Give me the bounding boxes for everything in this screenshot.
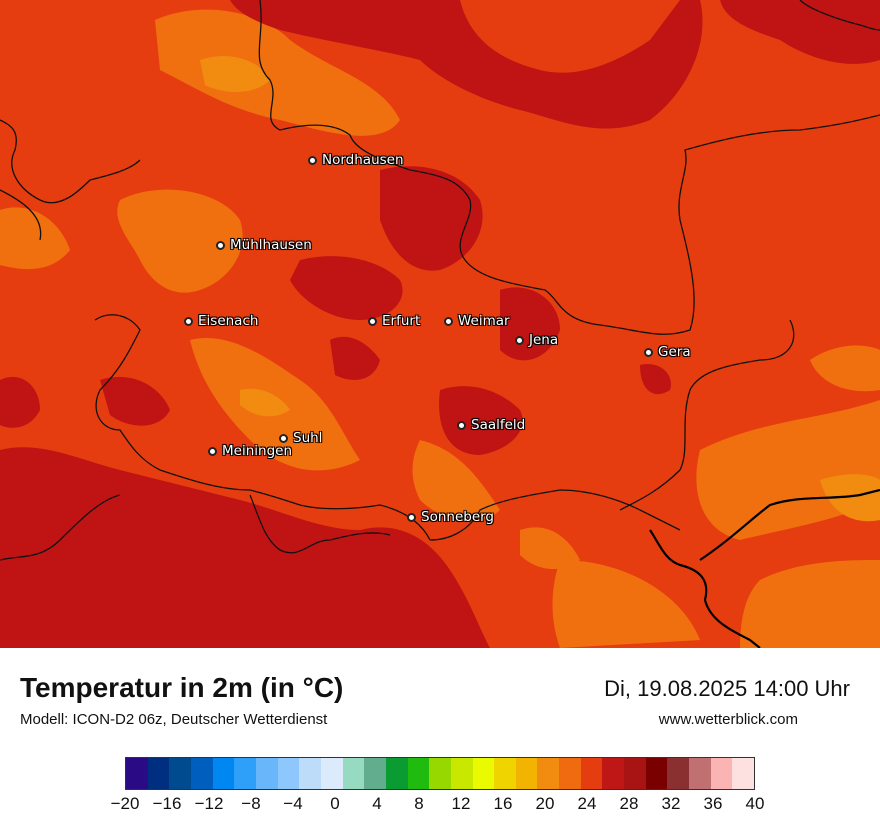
city-label: Weimar [458, 313, 510, 329]
legend-tick-label: 12 [451, 794, 471, 813]
legend-swatch [667, 758, 690, 789]
legend-swatch [277, 758, 300, 789]
legend-swatch [559, 758, 581, 789]
legend-swatch [320, 758, 343, 789]
legend-swatch [624, 758, 646, 789]
temperature-field [0, 0, 880, 648]
legend-tick-label: −16 [152, 794, 182, 813]
legend-tick-label: 24 [577, 794, 597, 813]
city-label: Saalfeld [471, 417, 526, 433]
city-label: Jena [529, 332, 559, 348]
legend-swatch [255, 758, 278, 789]
legend-swatch [450, 758, 473, 789]
legend-tick-label: −4 [283, 794, 303, 813]
city-label: Suhl [293, 430, 323, 446]
city-marker-icon [279, 433, 288, 443]
city-marker-icon [515, 335, 524, 345]
city-label: Gera [658, 344, 691, 360]
legend-swatch [472, 758, 495, 789]
city-jena: Jena [515, 332, 558, 348]
city-marker-icon [184, 316, 193, 326]
model-info: Modell: ICON-D2 06z, Deutscher Wetterdie… [20, 711, 328, 728]
legend-tick-label: 0 [330, 794, 340, 813]
legend-swatch [645, 758, 668, 789]
city-label: Sonneberg [421, 509, 495, 525]
legend-swatch [342, 758, 365, 789]
city-marker-icon [407, 512, 416, 522]
city-label: Meiningen [222, 443, 292, 459]
legend-swatch [190, 758, 213, 789]
city-marker-icon [644, 347, 653, 357]
legend-swatch [364, 758, 386, 789]
city-nordhausen: Nordhausen [308, 152, 404, 168]
legend-swatch [537, 758, 560, 789]
legend-swatch [126, 758, 148, 789]
legend-swatch [429, 758, 451, 789]
legend-swatch [299, 758, 321, 789]
legend-swatch [169, 758, 191, 789]
legend-tick-label: 8 [414, 794, 424, 813]
forecast-datetime: Di, 19.08.2025 14:00 Uhr [604, 676, 850, 701]
color-legend [125, 757, 755, 790]
website-link[interactable]: www.wetterblick.com [658, 711, 798, 728]
legend-swatch [710, 758, 733, 789]
legend-swatch [407, 758, 430, 789]
legend-swatch [234, 758, 256, 789]
city-marker-icon [308, 155, 317, 165]
legend-swatch [689, 758, 711, 789]
city-label: Erfurt [382, 313, 421, 329]
legend-swatch [147, 758, 170, 789]
city-marker-icon [368, 316, 377, 326]
city-muehlhausen: Mühlhausen [216, 237, 312, 253]
legend-swatch [385, 758, 408, 789]
city-label: Mühlhausen [230, 237, 312, 253]
city-label: Eisenach [198, 313, 259, 329]
city-meiningen: Meiningen [208, 443, 292, 459]
legend-tick-label: −20 [110, 794, 140, 813]
city-weimar: Weimar [444, 313, 510, 329]
legend-tick-label: 4 [372, 794, 382, 813]
legend-swatch [212, 758, 235, 789]
city-marker-icon [216, 240, 225, 250]
legend-swatch [602, 758, 625, 789]
legend-tick-label: 36 [703, 794, 723, 813]
city-sonneberg: Sonneberg [407, 509, 494, 525]
city-label: Nordhausen [322, 152, 404, 168]
map-title: Temperatur in 2m (in °C) [20, 672, 344, 703]
legend-tick-label: 28 [619, 794, 639, 813]
legend-swatch [580, 758, 603, 789]
temperature-map: Nordhausen Mühlhausen Eisenach Erfurt We… [0, 0, 880, 648]
city-marker-icon [208, 446, 217, 456]
legend-tick-label: −12 [194, 794, 224, 813]
legend-swatch [494, 758, 516, 789]
city-erfurt: Erfurt [368, 313, 420, 329]
city-gera: Gera [644, 344, 691, 360]
legend-tick-label: −8 [241, 794, 261, 813]
legend-swatch [732, 758, 755, 789]
legend-swatch [515, 758, 538, 789]
city-marker-icon [457, 420, 466, 430]
legend-tick-label: 16 [493, 794, 513, 813]
city-marker-icon [444, 316, 453, 326]
city-saalfeld: Saalfeld [457, 417, 525, 433]
city-suhl: Suhl [279, 430, 322, 446]
legend-tick-label: 32 [661, 794, 681, 813]
legend-tick-label: 20 [535, 794, 555, 813]
city-eisenach: Eisenach [184, 313, 258, 329]
legend-tick-label: 40 [745, 794, 765, 813]
